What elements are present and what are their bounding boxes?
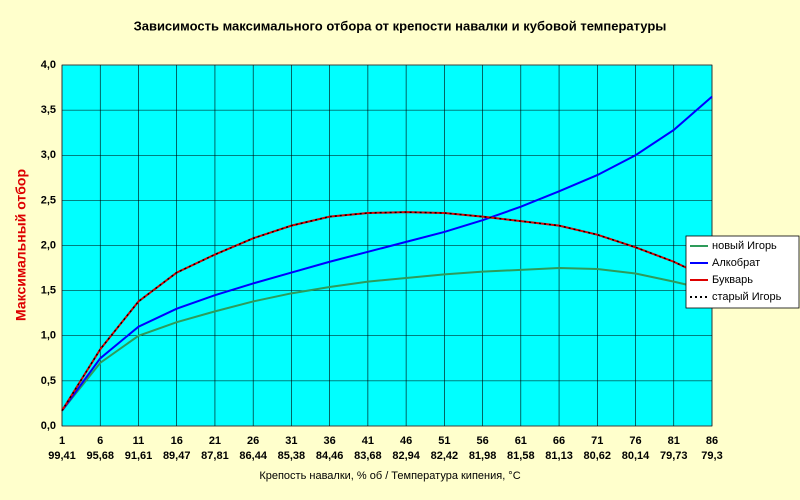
x-tick-label: 51	[438, 435, 450, 447]
x-tick-label: 66	[553, 435, 565, 447]
y-axis-title: Максимальный отбор	[13, 169, 29, 321]
x-tick-sublabel: 80,62	[584, 450, 612, 462]
x-tick-sublabel: 81,58	[507, 450, 535, 462]
x-tick-sublabel: 80,14	[622, 450, 650, 462]
x-tick-label: 21	[209, 435, 221, 447]
x-tick-sublabel: 89,47	[163, 450, 191, 462]
x-tick-label: 76	[629, 435, 641, 447]
legend-box	[685, 235, 800, 309]
legend-label: старый Игорь	[712, 291, 782, 303]
x-tick-sublabel: 82,42	[431, 450, 459, 462]
legend-label: новый Игорь	[712, 240, 777, 252]
x-tick-label: 16	[171, 435, 183, 447]
series-line	[61, 267, 713, 412]
series-line	[61, 95, 713, 412]
y-tick-label: 0,0	[41, 420, 56, 432]
y-tick-label: 1,0	[41, 330, 56, 342]
x-axis-title: Крепость навалки, % об / Температура кип…	[259, 470, 520, 482]
x-tick-sublabel: 79,73	[660, 450, 688, 462]
y-tick-label: 3,5	[41, 104, 56, 116]
x-tick-label: 31	[285, 435, 297, 447]
x-tick-label: 26	[247, 435, 259, 447]
y-tick-label: 0,5	[41, 375, 56, 387]
x-tick-sublabel: 84,46	[316, 450, 344, 462]
x-tick-sublabel: 91,61	[125, 450, 153, 462]
x-tick-label: 61	[515, 435, 527, 447]
y-tick-label: 2,5	[41, 194, 56, 206]
legend-label: Алкобрат	[712, 257, 760, 269]
x-tick-sublabel: 79,3	[701, 450, 722, 462]
y-tick-label: 2,0	[41, 239, 56, 251]
x-tick-sublabel: 99,41	[48, 450, 76, 462]
x-tick-sublabel: 81,98	[469, 450, 497, 462]
x-tick-label: 46	[400, 435, 412, 447]
x-tick-sublabel: 85,38	[278, 450, 306, 462]
x-tick-label: 1	[59, 435, 65, 447]
x-tick-sublabel: 95,68	[86, 450, 114, 462]
x-tick-label: 6	[97, 435, 103, 447]
x-tick-label: 56	[476, 435, 488, 447]
x-tick-label: 36	[324, 435, 336, 447]
x-tick-sublabel: 83,68	[354, 450, 382, 462]
x-tick-sublabel: 82,94	[392, 450, 420, 462]
y-tick-label: 1,5	[41, 285, 56, 297]
x-tick-label: 86	[706, 435, 718, 447]
legend-label: Букварь	[712, 274, 753, 286]
y-tick-label: 3,0	[41, 149, 56, 161]
x-tick-label: 41	[362, 435, 374, 447]
series-line	[61, 211, 713, 412]
x-tick-sublabel: 87,81	[201, 450, 229, 462]
y-tick-label: 4,0	[41, 59, 56, 71]
x-tick-label: 11	[133, 435, 145, 447]
x-tick-label: 71	[591, 435, 603, 447]
x-tick-label: 81	[668, 435, 680, 447]
chart-title: Зависимость максимального отбора от креп…	[134, 18, 667, 33]
x-tick-sublabel: 86,44	[239, 450, 267, 462]
x-tick-sublabel: 81,13	[545, 450, 573, 462]
